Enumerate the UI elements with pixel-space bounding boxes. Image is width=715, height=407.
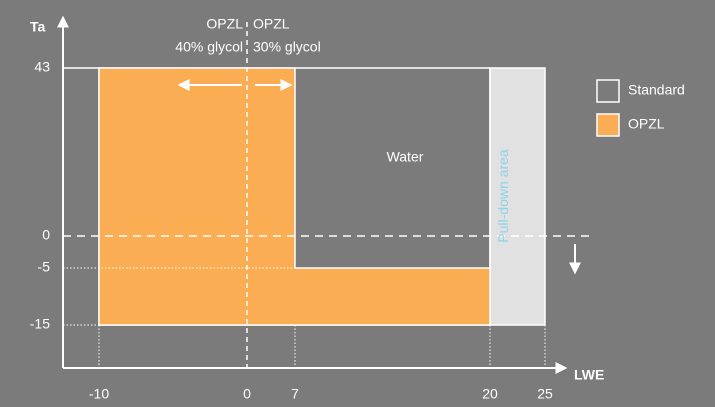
pull-down-region: [489, 67, 546, 326]
annotation: OPZL: [206, 16, 243, 32]
legend-swatch: [596, 113, 620, 137]
legend-swatch: [596, 79, 620, 103]
annotation: OPZL: [253, 16, 290, 32]
y-tick-label: -5: [38, 259, 51, 275]
x-tick-label: 0: [243, 386, 251, 402]
y-tick-label: -15: [30, 316, 50, 332]
x-tick-label: 7: [291, 386, 299, 402]
annotation: 30% glycol: [253, 39, 321, 55]
y-tick-label: 0: [42, 227, 50, 243]
pull-down-label: Pull-down area: [496, 149, 511, 243]
x-tick-label: 20: [482, 386, 498, 402]
x-axis-label: LWE: [574, 367, 604, 383]
x-tick-label: -10: [89, 386, 109, 402]
legend-label: Standard: [628, 82, 685, 98]
water-label: Water: [387, 149, 424, 165]
x-tick-label: 25: [537, 386, 553, 402]
guides: [63, 267, 546, 368]
y-axis-label: Ta: [30, 19, 46, 35]
y-tick-label: 43: [34, 59, 50, 75]
annotation: 40% glycol: [175, 39, 243, 55]
pull-down-wrap: Pull-down area: [496, 149, 511, 243]
legend-label: OPZL: [628, 116, 665, 132]
